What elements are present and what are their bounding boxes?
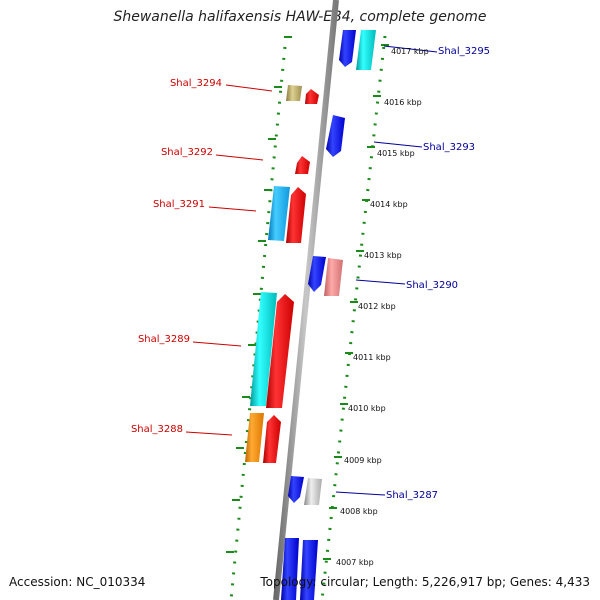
gene-label-shal-3294[interactable]: Shal_3294: [170, 78, 222, 89]
topology-text: Topology: circular; Length: 5,226,917 bp…: [260, 575, 590, 589]
gene-label-shal-3287[interactable]: Shal_3287: [386, 490, 438, 501]
kbp-tick-label: 4008 kbp: [340, 507, 378, 516]
gene-shal-3294[interactable]: [286, 85, 302, 101]
kbp-tick-label: 4009 kbp: [344, 456, 382, 465]
kbp-tick-label: 4012 kbp: [358, 302, 396, 311]
genome-backbone: [273, 0, 339, 600]
gene-shal-3289-cyan[interactable]: [250, 292, 277, 406]
gene-label-shal-3290[interactable]: Shal_3290: [406, 280, 458, 291]
kbp-tick-label: 4013 kbp: [364, 251, 402, 260]
gene-shal-3294-reverse[interactable]: [305, 89, 319, 104]
gene-shal-3290-forward[interactable]: [308, 256, 326, 292]
gene-shal-3292[interactable]: [295, 156, 310, 174]
gene-bottom-a[interactable]: [281, 538, 299, 600]
gene-label-shal-3295[interactable]: Shal_3295: [438, 46, 490, 57]
kbp-tick-label: 4017 kbp: [391, 47, 429, 56]
gene-shal-3287[interactable]: [304, 478, 322, 505]
gene-bottom-b[interactable]: [300, 540, 318, 600]
gene-shal-3293[interactable]: [326, 115, 345, 157]
kbp-tick-label: 4007 kbp: [336, 558, 374, 567]
kbp-tick-label: 4011 kbp: [353, 353, 391, 362]
track-ticks: [226, 36, 389, 560]
gene-label-shal-3291[interactable]: Shal_3291: [153, 199, 205, 210]
gene-shal-3295-cyan[interactable]: [356, 30, 376, 70]
gene-label-shal-3292[interactable]: Shal_3292: [161, 147, 213, 158]
genome-title: Shewanella halifaxensis HAW-EB4, complet…: [113, 9, 487, 25]
kbp-tick-label: 4010 kbp: [348, 404, 386, 413]
gene-shal-3288[interactable]: [263, 415, 281, 463]
gene-shal-3290[interactable]: [324, 258, 343, 296]
gene-label-shal-3289[interactable]: Shal_3289: [138, 334, 190, 345]
gene-shal-3295-forward[interactable]: [339, 30, 356, 67]
gene-shal-3291-sky[interactable]: [268, 186, 290, 241]
gene-label-shal-3288[interactable]: Shal_3288: [131, 424, 183, 435]
gene-shal-3288-orange[interactable]: [245, 413, 264, 462]
kbp-tick-label: 4015 kbp: [377, 149, 415, 158]
gene-shal-3291[interactable]: [286, 187, 306, 243]
left-leader-lines: [185, 84, 273, 436]
gene-shal-3289[interactable]: [266, 294, 294, 408]
kbp-tick-label: 4014 kbp: [370, 200, 408, 209]
kbp-tick-label: 4016 kbp: [384, 98, 422, 107]
right-leader-lines: [335, 45, 438, 496]
gene-shal-3287-forward[interactable]: [288, 476, 304, 503]
gene-label-shal-3293[interactable]: Shal_3293: [423, 142, 475, 153]
accession-text: Accession: NC_010334: [9, 575, 146, 589]
